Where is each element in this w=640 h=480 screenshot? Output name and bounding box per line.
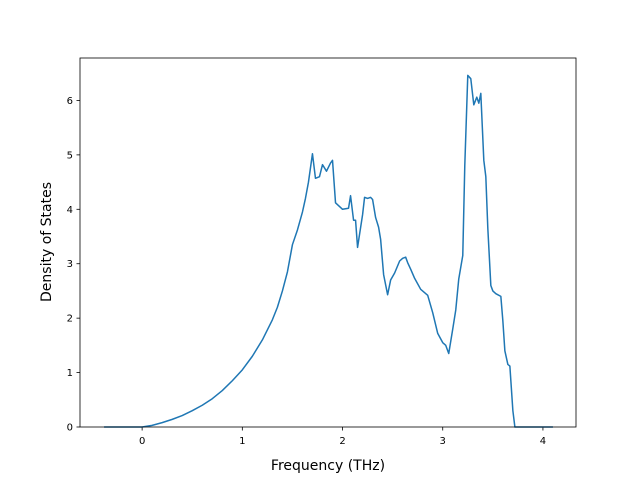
- y-tick-label: 4: [67, 205, 73, 216]
- y-tick-label: 1: [67, 368, 73, 379]
- tick-group: 0 1 2 3 4 0 1 2 3 4 5 6: [67, 96, 546, 447]
- y-tick-label: 6: [67, 96, 73, 107]
- x-tick-label: 0: [139, 436, 145, 447]
- y-tick-label: 3: [67, 259, 73, 270]
- x-tick-label: 2: [339, 436, 345, 447]
- y-tick-label: 2: [67, 314, 73, 325]
- y-tick-label: 0: [67, 423, 73, 434]
- x-tick-label: 1: [239, 436, 245, 447]
- y-axis-label: Density of States: [39, 182, 55, 302]
- series-line: [104, 74, 553, 428]
- y-tick-label: 5: [67, 150, 73, 161]
- x-tick-label: 3: [440, 436, 446, 447]
- x-axis-label: Frequency (THz): [271, 458, 385, 474]
- x-tick-label: 4: [540, 436, 546, 447]
- plot-frame: [79, 57, 577, 428]
